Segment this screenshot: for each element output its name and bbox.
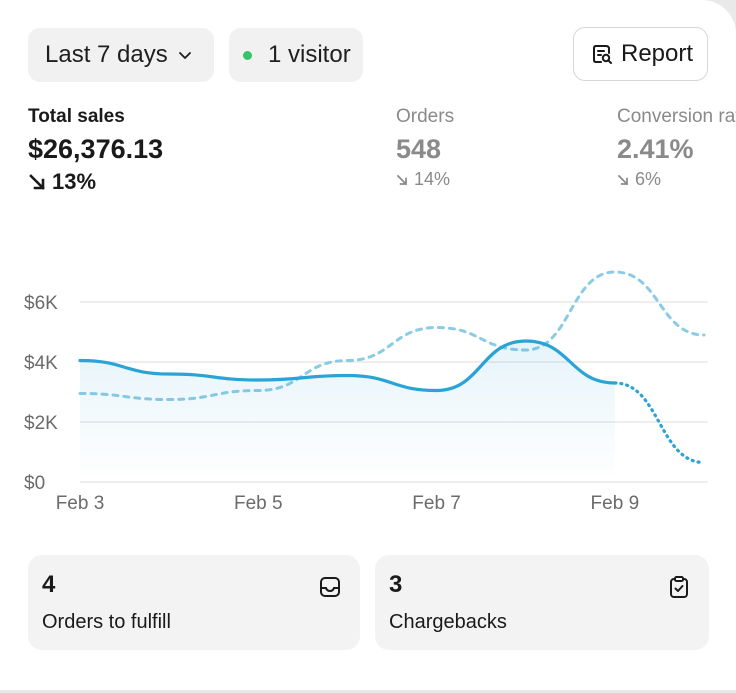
tile-count: 3 [389,571,403,598]
y-tick-label: $2K [24,413,58,434]
x-tick-label: Feb 9 [591,493,640,514]
arrow-down-right-icon [396,174,408,185]
metric-value: 2.41% [617,134,694,164]
clipboard-check-icon [670,576,688,598]
metric-label: Conversion rate [617,106,736,127]
metric-delta-value: 14% [414,169,451,189]
x-tick-label: Feb 3 [56,493,105,514]
live-visitors-pill[interactable]: 1 visitor [229,28,363,82]
tile-count: 4 [42,571,56,598]
metric-label: Total sales [28,106,125,127]
metric-value: $26,376.13 [28,134,164,164]
x-tick-label: Feb 7 [412,493,461,514]
metric-delta-value: 6% [635,169,662,189]
tile-label: Orders to fulfill [42,611,171,633]
series-line-current [78,339,617,393]
metric-delta: 14% [396,169,454,190]
metric-delta: 13% [28,169,163,195]
report-button-label: Report [621,40,694,67]
metric-total-sales[interactable]: Total sales $26,376.13 13% [28,106,163,195]
x-tick-label: Feb 5 [234,493,283,514]
inbox-icon [320,577,340,597]
chargebacks-tile[interactable]: 3 Chargebacks [375,555,709,650]
chevron-down-icon [178,52,191,59]
y-tick-label: $4K [24,353,58,374]
series-line-current-projected [613,381,706,465]
series-area-current [80,341,615,482]
report-icon [593,45,612,64]
metric-delta-value: 13% [52,169,97,194]
y-tick-label: $6K [24,293,58,314]
metric-delta: 6% [617,169,736,190]
y-tick-label: $0 [24,473,45,494]
date-range-label: Last 7 days [45,41,168,68]
tile-label: Chargebacks [389,611,507,633]
arrow-down-right-icon [29,174,45,190]
metric-label: Orders [396,106,455,127]
visitor-count-label: 1 visitor [268,41,351,68]
metric-value: 548 [396,134,442,164]
arrow-down-right-icon [617,174,629,185]
sales-line-chart[interactable]: $0 $2K $4K $6K Feb 3 Feb 5 Feb 7 Feb 9 [0,250,736,525]
series-line-previous-period [78,270,706,402]
live-status-dot [243,50,252,60]
metric-orders[interactable]: Orders 548 14% [396,106,454,190]
metric-conversion-rate[interactable]: Conversion rate 2.41% 6% [617,106,736,190]
report-button[interactable]: Report [573,27,708,81]
date-range-selector[interactable]: Last 7 days [28,28,214,82]
orders-to-fulfill-tile[interactable]: 4 Orders to fulfill [28,555,360,650]
